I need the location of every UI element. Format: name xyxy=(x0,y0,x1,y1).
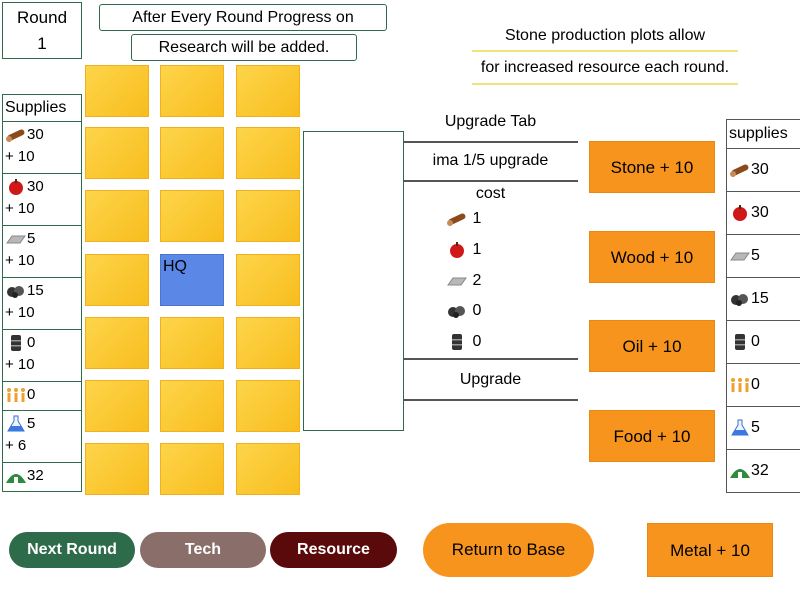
supply-row-food: 30 + 10 xyxy=(2,173,82,225)
plot-info-line2: for increased resource each round. xyxy=(480,59,730,76)
oil-barrel-icon xyxy=(729,333,751,351)
supply-row-oil: 0 + 10 xyxy=(2,329,82,381)
cost-row-stone: 0 xyxy=(446,301,481,321)
divider xyxy=(403,399,578,401)
resource-button[interactable]: Resource xyxy=(270,532,397,568)
grid-tile[interactable] xyxy=(85,254,149,306)
hut-icon xyxy=(729,462,751,480)
research-note-line1: After Every Round Progress on xyxy=(99,4,387,31)
metal-bar-icon xyxy=(729,247,751,265)
metal-plus-button[interactable]: Metal + 10 xyxy=(647,523,773,577)
tech-button[interactable]: Tech xyxy=(140,532,266,568)
supplies-header: Supplies xyxy=(2,94,82,121)
grid-tile[interactable] xyxy=(85,127,149,179)
plot-info-line1: Stone production plots allow xyxy=(504,27,706,44)
grid-tile[interactable] xyxy=(85,190,149,242)
detail-panel xyxy=(303,131,404,431)
supply-row-housing: 32 xyxy=(726,449,800,493)
cost-label: cost xyxy=(475,185,506,202)
hq-tile[interactable]: HQ xyxy=(160,254,224,306)
flask-icon xyxy=(5,415,27,433)
upgrade-button[interactable]: Upgrade xyxy=(459,371,522,388)
stone-plus-button[interactable]: Stone + 10 xyxy=(589,141,715,193)
supply-row-wood: 30 + 10 xyxy=(2,121,82,173)
supply-row-stone: 15 + 10 xyxy=(2,277,82,329)
grid-tile[interactable] xyxy=(160,65,224,117)
hut-icon xyxy=(5,467,27,485)
grid-tile[interactable] xyxy=(85,65,149,117)
grid-tile[interactable] xyxy=(160,317,224,369)
people-icon xyxy=(729,376,751,394)
divider xyxy=(403,180,578,182)
stone-icon xyxy=(5,282,27,300)
apple-icon xyxy=(729,204,751,222)
metal-bar-icon xyxy=(5,230,27,248)
grid-tile[interactable] xyxy=(85,443,149,495)
grid-tile[interactable] xyxy=(160,443,224,495)
plot-info: Stone production plots allow for increas… xyxy=(440,20,770,85)
grid-tile[interactable] xyxy=(160,127,224,179)
grid-tile[interactable] xyxy=(160,380,224,432)
supply-row-oil: 0 xyxy=(726,320,800,363)
apple-icon xyxy=(446,241,468,259)
oil-barrel-icon xyxy=(5,334,27,352)
cost-row-metal: 2 xyxy=(446,271,481,291)
grid-tile[interactable] xyxy=(85,380,149,432)
wood-log-icon xyxy=(729,161,751,179)
cost-row-oil: 0 xyxy=(446,332,481,352)
supply-row-metal: 5 xyxy=(726,234,800,277)
stone-icon xyxy=(446,302,468,320)
supply-row-research: 5 + 6 xyxy=(2,410,82,462)
supplies-header: supplies xyxy=(726,119,800,148)
supplies-panel-left: Supplies 30 + 10 30 + 10 5 + 10 15 + 10 … xyxy=(2,94,82,492)
supply-row-food: 30 xyxy=(726,191,800,234)
stone-icon xyxy=(729,290,751,308)
grid-tile[interactable] xyxy=(236,317,300,369)
upgrade-tab-title: Upgrade Tab xyxy=(444,113,537,130)
supply-row-people: 0 xyxy=(726,363,800,406)
oil-plus-button[interactable]: Oil + 10 xyxy=(589,320,715,372)
grid-tile[interactable] xyxy=(236,190,300,242)
divider xyxy=(472,50,738,52)
supply-row-research: 5 xyxy=(726,406,800,449)
grid-tile[interactable] xyxy=(236,65,300,117)
supply-row-people: 0 xyxy=(2,381,82,410)
round-indicator: Round 1 xyxy=(2,2,82,59)
grid-tile[interactable] xyxy=(236,254,300,306)
round-label: Round xyxy=(16,8,68,27)
return-to-base-button[interactable]: Return to Base xyxy=(423,523,594,577)
grid-tile[interactable] xyxy=(85,317,149,369)
wood-log-icon xyxy=(5,126,27,144)
wood-log-icon xyxy=(446,210,468,228)
supplies-panel-right: supplies 30 30 5 15 0 0 5 32 xyxy=(726,119,800,493)
cost-row-food: 1 xyxy=(446,240,481,260)
research-note-line2: Research will be added. xyxy=(131,34,357,61)
food-plus-button[interactable]: Food + 10 xyxy=(589,410,715,462)
divider xyxy=(403,358,578,360)
round-number: 1 xyxy=(37,34,47,53)
divider xyxy=(403,141,578,143)
next-round-button[interactable]: Next Round xyxy=(9,532,135,568)
grid-tile[interactable] xyxy=(236,443,300,495)
supply-row-wood: 30 xyxy=(726,148,800,191)
grid-tile[interactable] xyxy=(236,127,300,179)
divider xyxy=(472,83,738,85)
grid-tile[interactable] xyxy=(236,380,300,432)
supply-row-housing: 32 xyxy=(2,462,82,492)
apple-icon xyxy=(5,178,27,196)
supply-row-stone: 15 xyxy=(726,277,800,320)
upgrade-name: ima 1/5 upgrade xyxy=(432,152,549,169)
people-icon xyxy=(5,386,27,404)
flask-icon xyxy=(729,419,751,437)
metal-bar-icon xyxy=(446,272,468,290)
oil-barrel-icon xyxy=(446,333,468,351)
cost-row-wood: 1 xyxy=(446,209,481,229)
wood-plus-button[interactable]: Wood + 10 xyxy=(589,231,715,283)
grid-tile[interactable] xyxy=(160,190,224,242)
supply-row-metal: 5 + 10 xyxy=(2,225,82,277)
